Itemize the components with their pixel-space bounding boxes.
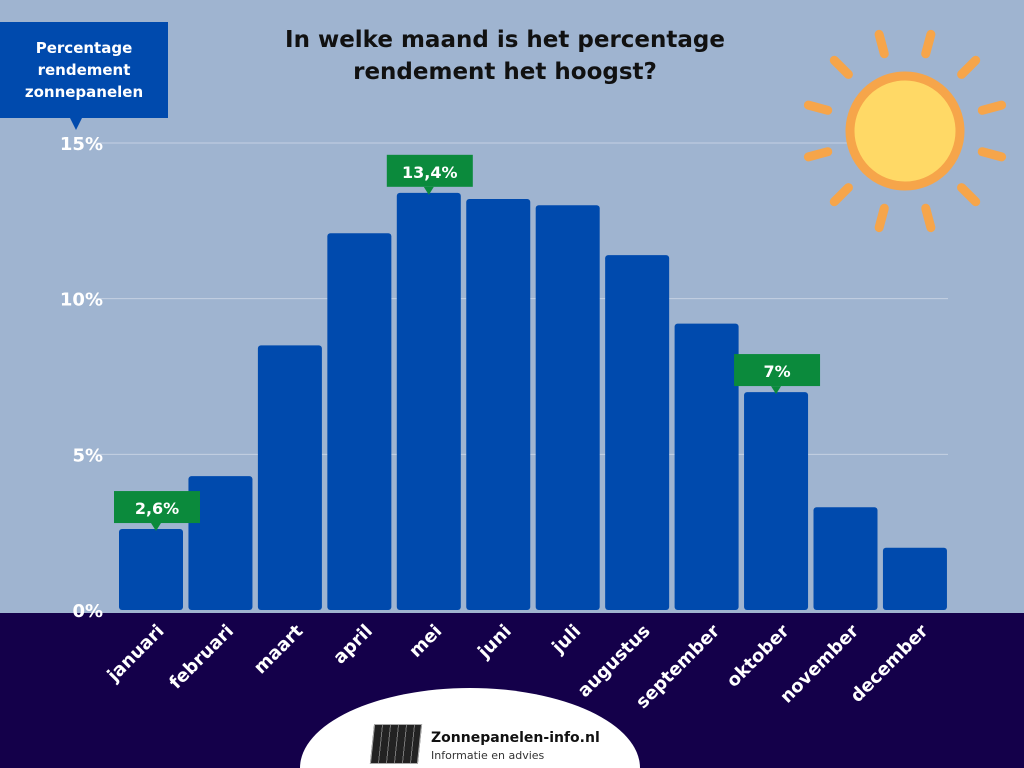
solar-panel-icon — [369, 724, 423, 764]
y-tick-label: 0% — [72, 601, 103, 622]
bar-november — [813, 507, 878, 610]
sun-ray — [977, 100, 1007, 115]
annotation-box — [114, 491, 200, 524]
sun-ray — [921, 29, 936, 59]
logo-name: Zonnepanelen-info.nl — [431, 730, 600, 746]
x-tick-label: mei — [405, 621, 446, 662]
sun-ray — [977, 147, 1007, 162]
annotation-label: 2,6% — [135, 499, 179, 518]
sun-ray — [829, 55, 853, 79]
logo-tagline: Informatie en advies — [431, 749, 545, 762]
sun-ray — [874, 203, 889, 233]
y-tick-label: 15% — [60, 134, 103, 155]
x-tick-label: februari — [165, 621, 238, 694]
sun-ray — [829, 183, 853, 207]
bar-augustus — [605, 255, 670, 610]
sun-ray — [957, 55, 981, 79]
bar-september — [674, 323, 739, 610]
annotation-box — [734, 354, 821, 387]
bar-maart — [257, 345, 322, 610]
annotation-label: 7% — [763, 362, 790, 381]
bar-januari — [119, 529, 183, 610]
sun-ray — [957, 183, 981, 207]
x-tick-label: maart — [250, 620, 308, 678]
y-tick-label: 10% — [60, 290, 103, 311]
x-tick-label: juli — [548, 621, 586, 659]
bar-juni — [466, 199, 531, 611]
chart-title: In welke maand is het percentage rendeme… — [285, 27, 725, 85]
bar-december — [882, 547, 947, 610]
x-tick-label: januari — [103, 621, 169, 687]
annotation-pointer — [423, 186, 434, 195]
sun-ray — [803, 100, 833, 115]
y-axis-label: Percentage rendement zonnepanelen — [0, 22, 168, 130]
bar-oktober — [744, 392, 809, 610]
x-tick-label: april — [329, 621, 377, 669]
bar-februari — [188, 476, 253, 610]
sun-ray — [874, 29, 889, 59]
x-tick-label: juni — [473, 621, 515, 663]
bar-mei — [396, 192, 461, 610]
sun-ray — [803, 147, 833, 162]
y-tick-label: 5% — [72, 445, 103, 466]
annotation-box — [386, 154, 473, 187]
annotation-label: 13,4% — [402, 163, 458, 182]
annotation-pointer — [771, 386, 782, 395]
annotation-pointer — [151, 523, 161, 532]
bar-april — [327, 233, 392, 610]
x-tick-label: oktober — [723, 621, 794, 692]
bar-juli — [535, 205, 600, 610]
sun-icon — [845, 71, 965, 191]
sun-ray — [921, 203, 936, 233]
